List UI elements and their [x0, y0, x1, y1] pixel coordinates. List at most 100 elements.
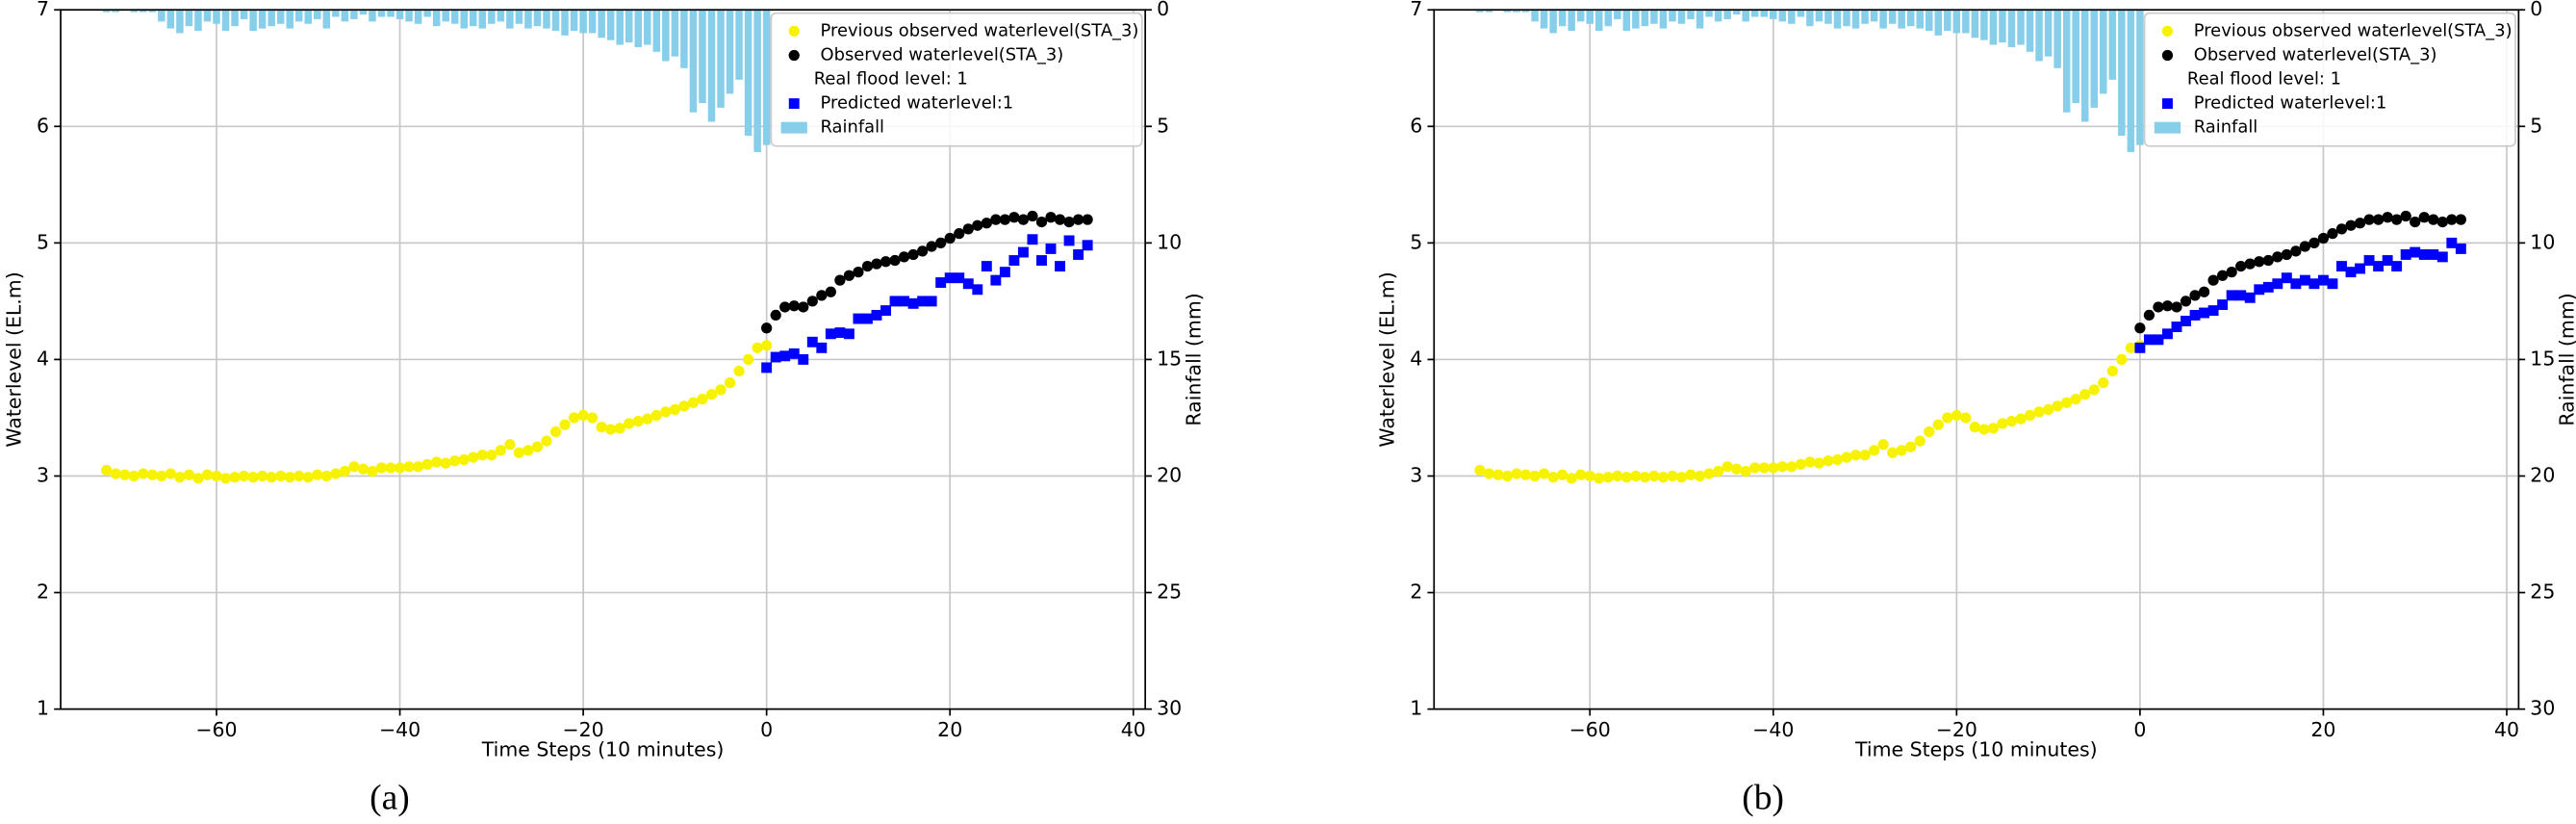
point [1055, 261, 1065, 272]
rain-bar [753, 10, 761, 152]
point [2244, 258, 2256, 270]
point [2207, 305, 2219, 317]
point [339, 466, 351, 477]
rain-bar [726, 10, 734, 94]
point [2162, 328, 2173, 340]
rain-bar [1879, 10, 1887, 29]
rain-bar [2090, 10, 2099, 108]
point [1483, 468, 1495, 479]
point [357, 463, 370, 475]
point [2153, 301, 2164, 313]
y2-tick-label: 25 [1157, 580, 1182, 604]
rain-bar [140, 10, 147, 13]
point [1547, 472, 1559, 483]
point [101, 464, 113, 476]
y-tick-label: 2 [37, 580, 49, 604]
rain-bar [268, 10, 275, 27]
rain-bar [1687, 10, 1695, 19]
rain-bar [405, 10, 413, 22]
point [999, 214, 1011, 225]
point [2428, 214, 2439, 225]
rain-bar [680, 10, 688, 68]
rain-bar [524, 10, 532, 29]
legend-label: Predicted waterlevel:1 [2194, 93, 2387, 114]
panel-label: (a) [370, 779, 410, 818]
rain-bar [322, 10, 331, 29]
point [1602, 472, 1614, 483]
y-axis-label: Waterlevel (EL.m) [2, 271, 25, 447]
point [1594, 473, 1605, 484]
point [266, 472, 277, 483]
point [1978, 424, 1990, 435]
point [816, 290, 828, 301]
rain-bar [1888, 10, 1897, 24]
legend-swatch [2161, 25, 2174, 38]
point [293, 470, 305, 482]
rain-bar [286, 10, 293, 29]
y2-tick-label: 20 [1157, 464, 1182, 487]
legend-swatch [788, 98, 800, 110]
rain-bar [1650, 10, 1658, 24]
point [458, 453, 470, 466]
point [1036, 255, 1047, 266]
point [2446, 237, 2458, 248]
point [2281, 248, 2292, 261]
rain-bar [203, 10, 212, 22]
rain-bar [1833, 10, 1842, 29]
point [954, 228, 965, 240]
point [1942, 412, 1953, 424]
point [2299, 241, 2311, 252]
rain-bar [717, 10, 725, 108]
point [192, 473, 204, 484]
point [1905, 441, 1917, 452]
legend-swatch [2161, 49, 2174, 62]
rain-bar [395, 10, 404, 19]
rain-bar [1806, 10, 1814, 27]
point [2436, 251, 2448, 263]
point [2262, 281, 2274, 293]
point [880, 256, 892, 268]
point [2042, 403, 2054, 416]
point [770, 351, 781, 363]
point [1575, 469, 1587, 480]
point [843, 270, 855, 281]
rain-bar [377, 10, 386, 17]
point [1786, 461, 1798, 473]
y-tick-label: 5 [1410, 230, 1422, 253]
point [2161, 300, 2174, 312]
y-tick-label: 2 [1410, 580, 1422, 604]
point [211, 470, 222, 482]
legend-label: Real flood level: 1 [814, 69, 968, 90]
point [284, 472, 295, 483]
point [1712, 466, 1724, 477]
point [715, 384, 727, 396]
point [1054, 214, 1066, 225]
point [798, 353, 809, 365]
point [990, 214, 1002, 225]
point [2372, 214, 2385, 225]
point [1630, 470, 1642, 482]
point [1795, 458, 1806, 471]
point [2070, 393, 2081, 405]
rain-bar [1540, 10, 1548, 29]
point [320, 470, 332, 482]
point [2345, 267, 2357, 278]
point [394, 462, 406, 474]
x-tick-label: 40 [2494, 718, 2519, 741]
point [871, 258, 882, 270]
point [2327, 278, 2338, 290]
legend-label: Real flood level: 1 [2187, 69, 2341, 90]
rain-bar [707, 10, 716, 122]
point [2189, 290, 2201, 301]
point [889, 296, 901, 307]
rain-bar [221, 10, 230, 32]
point [2373, 261, 2385, 272]
point [1997, 418, 2008, 429]
y-tick-label: 1 [1410, 697, 1422, 720]
point [2153, 334, 2164, 346]
point [678, 400, 690, 412]
legend-swatch [788, 25, 800, 38]
rain-bar [1622, 10, 1631, 32]
point [2308, 278, 2320, 290]
